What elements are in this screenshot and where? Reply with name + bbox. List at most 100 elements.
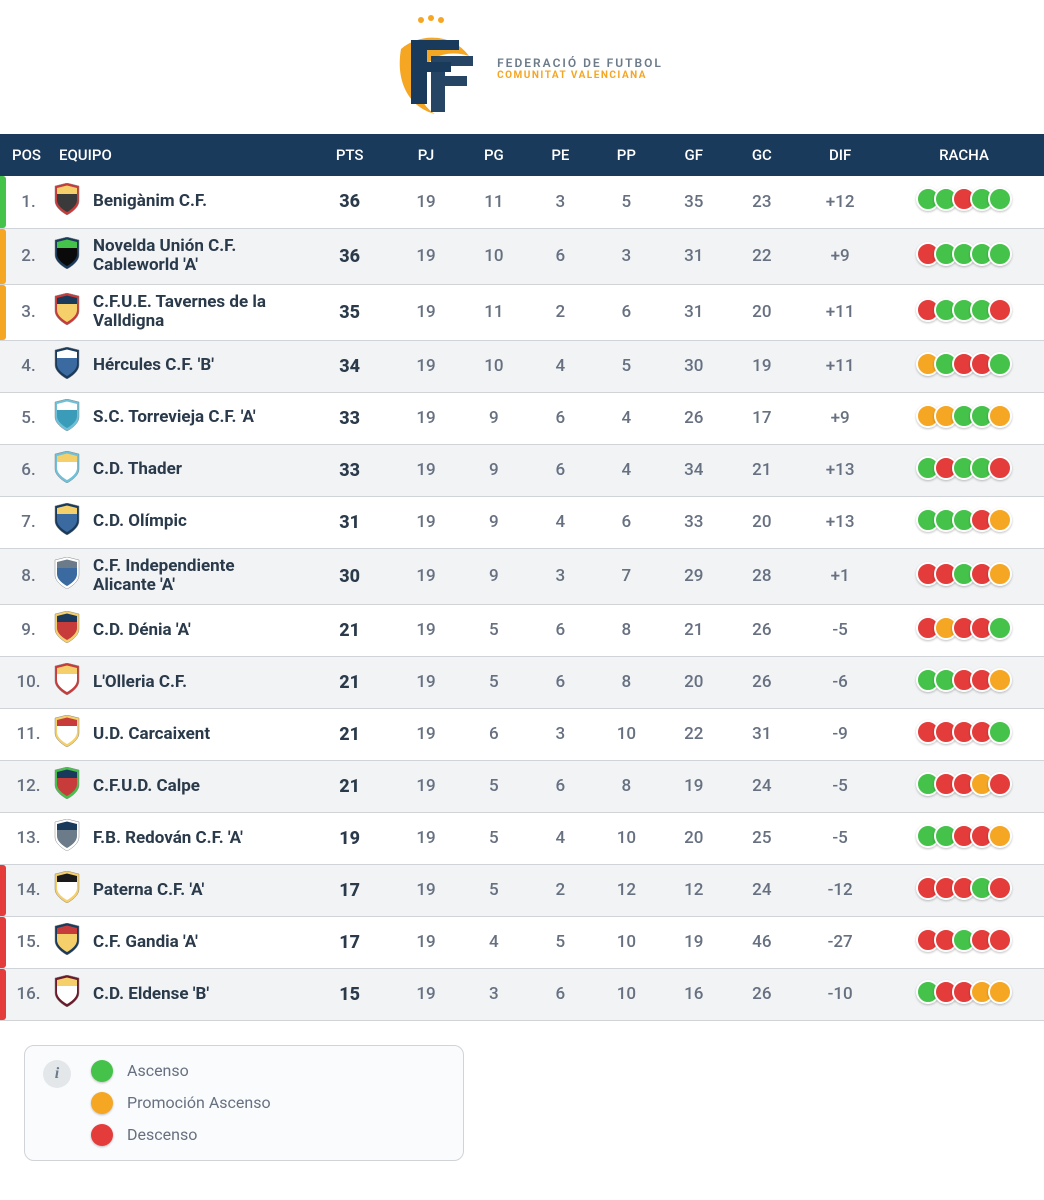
table-row[interactable]: 16. C.D. Eldense 'B'151936101626-10 — [0, 968, 1044, 1020]
pos-cell: 4. — [0, 340, 47, 392]
pg-cell: 3 — [460, 968, 528, 1020]
legend-swatch — [91, 1060, 113, 1082]
pos-cell: 7. — [0, 496, 47, 548]
gf-cell: 35 — [660, 176, 727, 228]
table-row[interactable]: 8. C.F. Independiente Alicante 'A'301993… — [0, 548, 1044, 604]
pts-cell: 31 — [307, 496, 392, 548]
streak-dot — [988, 404, 1012, 428]
col-gf: GF — [660, 134, 727, 176]
federation-logo-block: FEDERACIÓ DE FUTBOL COMUNITAT VALENCIANA — [0, 0, 1044, 134]
pj-cell: 19 — [392, 968, 459, 1020]
table-row[interactable]: 11. U.D. Carcaixent211963102231-9 — [0, 708, 1044, 760]
gf-cell: 16 — [660, 968, 727, 1020]
team-crest-icon — [52, 976, 82, 1006]
pts-cell: 19 — [307, 812, 392, 864]
crest-cell — [47, 604, 87, 656]
pts-cell: 21 — [307, 656, 392, 708]
table-row[interactable]: 2. Novelda Unión C.F. Cableworld 'A'3619… — [0, 228, 1044, 284]
team-crest-icon — [52, 716, 82, 746]
streak-dots — [916, 668, 1012, 692]
pos-cell: 5. — [0, 392, 47, 444]
crest-cell — [47, 968, 87, 1020]
pe-cell: 4 — [528, 340, 593, 392]
table-row[interactable]: 12. C.F.U.D. Calpe21195681924-5 — [0, 760, 1044, 812]
pos-number: 2. — [11, 246, 35, 266]
status-bar — [0, 176, 6, 228]
table-row[interactable]: 15. C.F. Gandia 'A'171945101946-27 — [0, 916, 1044, 968]
status-bar — [0, 229, 6, 284]
gf-cell: 19 — [660, 760, 727, 812]
gc-cell: 25 — [727, 812, 796, 864]
legend-box: i AscensoPromoción AscensoDescenso — [24, 1045, 464, 1161]
table-row[interactable]: 1. Benigànim C.F.361911353523+12 — [0, 176, 1044, 228]
streak-dots — [916, 352, 1012, 376]
pos-cell: 11. — [0, 708, 47, 760]
gc-cell: 26 — [727, 604, 796, 656]
table-row[interactable]: 13. F.B. Redován C.F. 'A'191954102025-5 — [0, 812, 1044, 864]
dif-cell: -5 — [796, 604, 884, 656]
streak-cell — [884, 496, 1044, 548]
pg-cell: 4 — [460, 916, 528, 968]
table-row[interactable]: 5. S.C. Torrevieja C.F. 'A'33199642617+9 — [0, 392, 1044, 444]
streak-dot — [988, 980, 1012, 1004]
pe-cell: 2 — [528, 864, 593, 916]
pts-cell: 21 — [307, 760, 392, 812]
table-header: POSEQUIPOPTSPJPGPEPPGFGCDIFRACHA — [0, 134, 1044, 176]
crest-cell — [47, 812, 87, 864]
federation-line1: FEDERACIÓ DE FUTBOL — [497, 57, 663, 70]
col-pts: PTS — [307, 134, 392, 176]
pp-cell: 3 — [593, 228, 660, 284]
table-row[interactable]: 6. C.D. Thader33199643421+13 — [0, 444, 1044, 496]
team-crest-icon — [52, 238, 82, 268]
streak-cell — [884, 548, 1044, 604]
gf-cell: 34 — [660, 444, 727, 496]
streak-dot — [988, 187, 1012, 211]
crest-cell — [47, 656, 87, 708]
pj-cell: 19 — [392, 284, 459, 340]
gf-cell: 20 — [660, 656, 727, 708]
streak-dot — [988, 772, 1012, 796]
federation-text: FEDERACIÓ DE FUTBOL COMUNITAT VALENCIANA — [497, 57, 663, 81]
crest-cell — [47, 444, 87, 496]
dif-cell: -5 — [796, 760, 884, 812]
table-row[interactable]: 9. C.D. Dénia 'A'21195682126-5 — [0, 604, 1044, 656]
pp-cell: 8 — [593, 760, 660, 812]
pg-cell: 6 — [460, 708, 528, 760]
info-icon: i — [43, 1060, 71, 1088]
pj-cell: 19 — [392, 760, 459, 812]
streak-dots — [916, 772, 1012, 796]
status-bar — [0, 865, 6, 916]
gf-cell: 21 — [660, 604, 727, 656]
pos-number: 12. — [6, 776, 40, 796]
pos-number: 16. — [6, 984, 40, 1004]
pos-cell: 12. — [0, 760, 47, 812]
gc-cell: 21 — [727, 444, 796, 496]
dif-cell: -12 — [796, 864, 884, 916]
streak-dots — [916, 242, 1012, 266]
table-row[interactable]: 7. C.D. Olímpic31199463320+13 — [0, 496, 1044, 548]
streak-cell — [884, 604, 1044, 656]
pj-cell: 19 — [392, 496, 459, 548]
pj-cell: 19 — [392, 604, 459, 656]
team-name: S.C. Torrevieja C.F. 'A' — [87, 392, 307, 444]
table-row[interactable]: 4. Hércules C.F. 'B'341910453019+11 — [0, 340, 1044, 392]
pj-cell: 19 — [392, 392, 459, 444]
gc-cell: 26 — [727, 656, 796, 708]
dif-cell: +11 — [796, 284, 884, 340]
table-row[interactable]: 14. Paterna C.F. 'A'171952121224-12 — [0, 864, 1044, 916]
streak-dots — [916, 404, 1012, 428]
team-crest-icon — [52, 452, 82, 482]
pts-cell: 17 — [307, 916, 392, 968]
col-pj: PJ — [392, 134, 459, 176]
crest-cell — [47, 340, 87, 392]
gc-cell: 20 — [727, 496, 796, 548]
pj-cell: 19 — [392, 864, 459, 916]
table-row[interactable]: 10. L'Olleria C.F.21195682026-6 — [0, 656, 1044, 708]
table-row[interactable]: 3. C.F.U.E. Tavernes de la Valldigna3519… — [0, 284, 1044, 340]
pos-number: 9. — [11, 620, 35, 640]
streak-dots — [916, 720, 1012, 744]
pos-cell: 1. — [0, 176, 47, 228]
team-name: Paterna C.F. 'A' — [87, 864, 307, 916]
streak-dot — [988, 876, 1012, 900]
team-name: Novelda Unión C.F. Cableworld 'A' — [87, 228, 307, 284]
